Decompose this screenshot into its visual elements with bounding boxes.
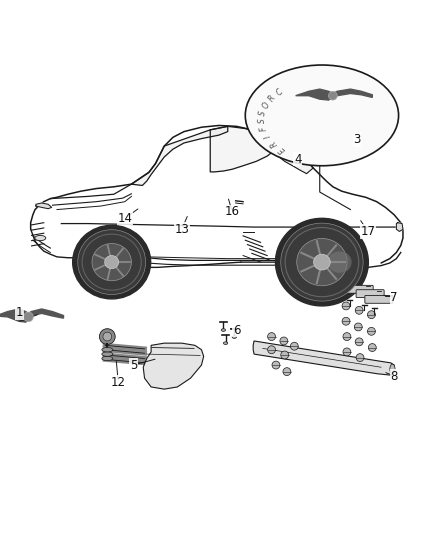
Ellipse shape: [78, 230, 145, 295]
Ellipse shape: [102, 352, 113, 356]
Text: C: C: [275, 87, 285, 97]
Circle shape: [342, 317, 350, 325]
Circle shape: [343, 333, 351, 341]
Circle shape: [355, 338, 363, 346]
Text: E: E: [278, 144, 287, 154]
Circle shape: [268, 333, 276, 341]
Polygon shape: [28, 309, 64, 319]
Circle shape: [342, 302, 350, 310]
Polygon shape: [131, 126, 228, 185]
Ellipse shape: [73, 225, 151, 299]
Ellipse shape: [232, 336, 237, 338]
Circle shape: [367, 311, 375, 319]
Circle shape: [103, 332, 112, 341]
FancyBboxPatch shape: [356, 290, 384, 297]
Ellipse shape: [105, 255, 119, 269]
Text: I: I: [263, 134, 272, 140]
Ellipse shape: [276, 219, 368, 306]
Polygon shape: [143, 343, 204, 389]
Circle shape: [368, 344, 376, 351]
Ellipse shape: [390, 364, 395, 374]
Text: 4: 4: [294, 152, 302, 166]
Circle shape: [268, 346, 276, 354]
Text: O: O: [261, 101, 272, 110]
Polygon shape: [210, 126, 280, 172]
Circle shape: [354, 323, 362, 331]
Ellipse shape: [92, 244, 131, 281]
Polygon shape: [36, 203, 52, 209]
Text: R: R: [269, 139, 279, 148]
Ellipse shape: [245, 65, 399, 166]
FancyBboxPatch shape: [365, 295, 393, 303]
FancyBboxPatch shape: [345, 285, 373, 293]
Text: 8: 8: [391, 369, 398, 383]
Text: S: S: [258, 110, 268, 116]
Text: R: R: [267, 93, 277, 103]
Circle shape: [328, 91, 337, 100]
Polygon shape: [296, 89, 333, 100]
Text: 12: 12: [111, 376, 126, 389]
Circle shape: [281, 351, 289, 359]
Circle shape: [290, 342, 298, 350]
Circle shape: [283, 368, 291, 376]
Text: S: S: [258, 118, 267, 124]
Ellipse shape: [221, 329, 226, 332]
Text: 14: 14: [117, 212, 132, 225]
Ellipse shape: [327, 251, 351, 273]
Ellipse shape: [314, 254, 330, 270]
Circle shape: [343, 348, 351, 356]
Text: 13: 13: [174, 223, 189, 236]
Circle shape: [272, 361, 280, 369]
Text: F: F: [259, 126, 268, 132]
Text: 5: 5: [130, 359, 137, 372]
Text: 17: 17: [360, 225, 375, 238]
Text: 7: 7: [390, 290, 398, 304]
Ellipse shape: [102, 348, 113, 352]
Ellipse shape: [223, 342, 228, 344]
Circle shape: [356, 354, 364, 361]
Circle shape: [355, 306, 363, 314]
Text: 16: 16: [225, 205, 240, 218]
Circle shape: [24, 312, 33, 322]
Circle shape: [280, 337, 288, 345]
Polygon shape: [0, 309, 28, 322]
Ellipse shape: [102, 356, 113, 361]
Text: 3: 3: [353, 133, 360, 146]
Ellipse shape: [35, 236, 46, 241]
Text: 1: 1: [16, 306, 24, 319]
Text: 6: 6: [233, 324, 240, 336]
Polygon shape: [333, 89, 372, 98]
Polygon shape: [396, 223, 403, 231]
Polygon shape: [253, 341, 394, 375]
Circle shape: [99, 329, 115, 344]
Ellipse shape: [297, 238, 347, 286]
Ellipse shape: [281, 223, 363, 301]
Polygon shape: [267, 140, 313, 174]
Circle shape: [367, 327, 375, 335]
